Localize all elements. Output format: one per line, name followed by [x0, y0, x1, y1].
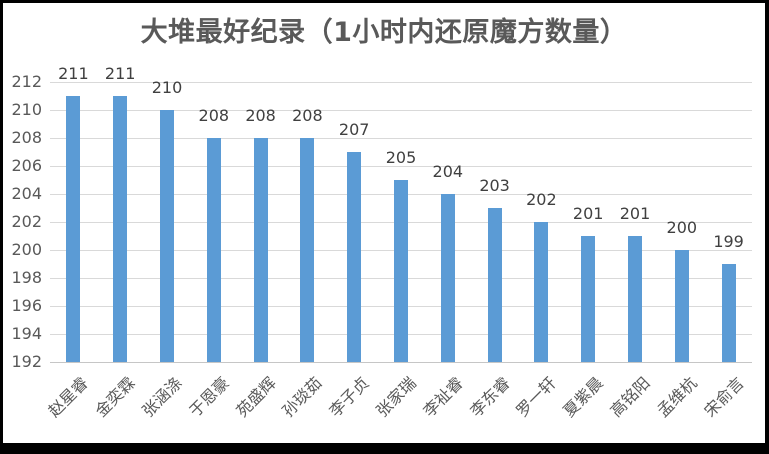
y-axis-tick-label: 206 — [11, 156, 42, 175]
x-axis-category-label: 孟维杭 — [653, 373, 701, 421]
bar — [300, 138, 315, 362]
x-axis-category-label: 于恩豪 — [185, 373, 233, 421]
x-axis-category-label: 张涵涤 — [138, 373, 186, 421]
x-axis-category-label: 李祉睿 — [419, 373, 467, 421]
data-label: 204 — [432, 162, 464, 181]
bar — [440, 194, 455, 362]
bar — [394, 180, 408, 362]
bar — [581, 236, 596, 362]
y-axis-tick-label: 202 — [11, 212, 42, 231]
x-axis-category-label: 李东睿 — [465, 373, 514, 421]
x-axis-category-label: 张家瑞 — [372, 373, 420, 421]
data-label: 208 — [245, 106, 276, 125]
bar — [628, 236, 642, 362]
y-axis-tick-label: 208 — [11, 128, 42, 147]
y-axis-tick-label: 212 — [11, 72, 42, 91]
x-axis-category-label: 夏紫晨 — [559, 373, 607, 421]
gridline — [50, 109, 752, 111]
y-axis-tick-label: 192 — [11, 352, 42, 371]
y-axis-tick-label: 196 — [11, 296, 42, 315]
x-axis-category-label: 孙琰茹 — [278, 373, 327, 421]
data-label: 207 — [338, 120, 370, 139]
data-label: 200 — [666, 218, 698, 237]
data-label: 208 — [198, 106, 230, 125]
gridline — [50, 165, 752, 167]
x-axis-category-label: 高铭阳 — [606, 373, 654, 421]
y-axis-tick-label: 200 — [11, 240, 42, 259]
data-label: 199 — [713, 232, 744, 251]
data-label: 205 — [385, 148, 417, 167]
data-label: 202 — [526, 190, 557, 209]
y-axis-tick-label: 204 — [11, 184, 42, 203]
data-label: 211 — [104, 64, 136, 83]
data-label: 201 — [619, 204, 651, 223]
data-label: 210 — [151, 78, 183, 97]
bar — [534, 222, 549, 362]
x-axis-category-label: 金奕霖 — [91, 373, 139, 421]
y-axis-tick-label: 210 — [11, 100, 42, 119]
chart-title: 大堆最好纪录（1小时内还原魔方数量） — [140, 17, 628, 48]
bar — [160, 110, 174, 362]
y-axis-tick-label: 194 — [11, 324, 42, 343]
data-label: 201 — [572, 204, 604, 223]
bar — [674, 250, 689, 362]
x-axis-category-label: 宋俞言 — [699, 373, 748, 421]
data-label: 208 — [292, 106, 323, 125]
x-axis-line — [50, 362, 752, 363]
y-axis-tick-label: 198 — [11, 268, 42, 287]
bar — [66, 96, 81, 362]
x-axis-category-label: 罗一轩 — [512, 373, 561, 421]
gridline — [50, 81, 752, 83]
bar — [721, 264, 736, 362]
bar — [206, 138, 221, 362]
data-label: 211 — [58, 64, 89, 83]
bar — [347, 152, 362, 362]
x-axis-category-label: 赵星睿 — [44, 373, 93, 421]
bar — [487, 208, 502, 362]
x-axis-category-label: 李子贞 — [325, 373, 373, 421]
bar — [113, 96, 128, 362]
x-axis-category-label: 苑盛辉 — [231, 373, 280, 421]
data-label: 203 — [479, 176, 510, 195]
bar — [253, 138, 268, 362]
gridline — [50, 137, 752, 139]
